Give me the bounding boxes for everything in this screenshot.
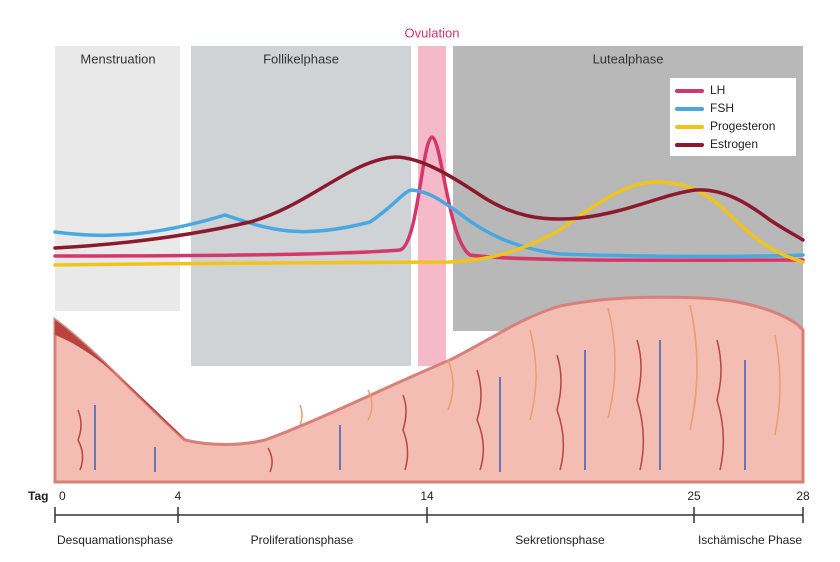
hormone-curve bbox=[53, 155, 805, 250]
hormone-curve bbox=[53, 180, 805, 267]
legend-text: Estrogen bbox=[710, 137, 758, 151]
menstruation-band bbox=[55, 46, 180, 311]
ticks: 0 4 14 25 28 bbox=[54, 489, 810, 523]
stage-label: Sekretionsphase bbox=[515, 533, 605, 547]
phase-label: Lutealphase bbox=[593, 51, 664, 66]
legend-text: Progesteron bbox=[710, 119, 775, 133]
endometrium bbox=[53, 295, 805, 484]
legend: LH FSH Progesteron Estrogen bbox=[675, 83, 775, 151]
stage-label: Ischämische Phase bbox=[698, 533, 802, 547]
tick-label: 14 bbox=[420, 489, 434, 503]
follicle-band bbox=[191, 46, 411, 366]
hormone-curve bbox=[53, 188, 805, 259]
hormone-curves bbox=[53, 135, 805, 267]
phase-label: Menstruation bbox=[80, 51, 155, 66]
axis-label: Tag bbox=[28, 489, 48, 503]
legend-text: FSH bbox=[710, 101, 734, 115]
tick-label: 28 bbox=[796, 489, 810, 503]
tick-label: 4 bbox=[175, 489, 182, 503]
legend-text: LH bbox=[710, 83, 725, 97]
ovulation-band bbox=[418, 46, 446, 366]
stage-label: Desquamationsphase bbox=[57, 533, 173, 547]
ovulation-label: Ovulation bbox=[405, 25, 460, 40]
phase-label: Follikelphase bbox=[263, 51, 339, 66]
tick-label: 25 bbox=[687, 489, 701, 503]
stage-label: Proliferationsphase bbox=[251, 533, 354, 547]
hormone-curve bbox=[53, 135, 805, 263]
tick-label: 0 bbox=[59, 489, 66, 503]
